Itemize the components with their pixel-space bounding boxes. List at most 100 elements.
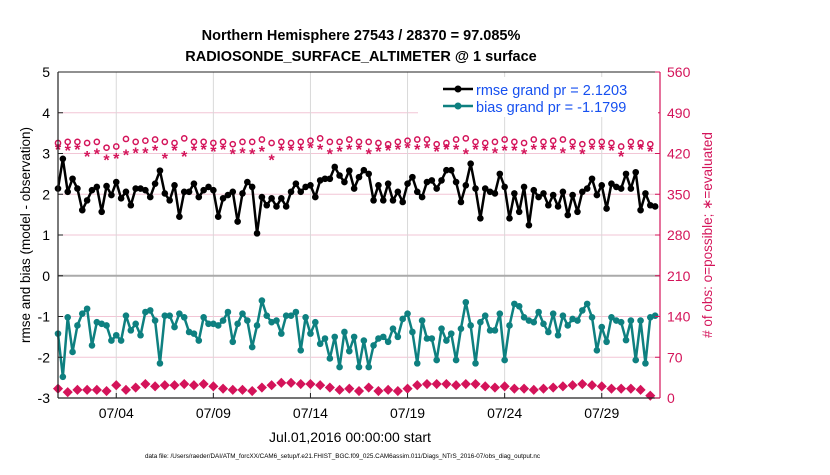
rmse-point <box>336 172 343 179</box>
evaluated-count-marker: * <box>628 142 635 159</box>
rmse-point <box>481 185 489 192</box>
rmse-point <box>307 181 314 189</box>
rmse-point <box>219 195 227 202</box>
bias-point <box>336 363 343 371</box>
bias-point <box>486 327 494 334</box>
possible-count-marker <box>210 139 217 147</box>
lower-count-marker <box>431 378 442 390</box>
bias-point <box>122 312 130 319</box>
evaluated-count-marker: * <box>230 147 237 164</box>
rmse-point <box>642 190 649 197</box>
lower-count-marker <box>470 378 481 390</box>
rmse-point <box>384 180 392 187</box>
rmse-point <box>579 188 586 196</box>
lower-count-marker <box>373 385 384 397</box>
lower-count-marker <box>402 383 413 394</box>
possible-count-marker <box>258 136 266 143</box>
lower-count-marker <box>72 384 83 395</box>
lower-count-marker <box>208 381 219 392</box>
rmse-point <box>74 185 81 192</box>
rmse-point <box>88 186 96 194</box>
possible-count-marker <box>375 139 382 147</box>
bias-point <box>438 325 445 333</box>
lower-count-marker <box>227 384 238 395</box>
bias-point <box>341 328 348 336</box>
evaluated-count-marker: * <box>298 143 305 160</box>
lower-count-marker <box>557 381 568 392</box>
bias-point <box>321 335 329 342</box>
bias-point <box>316 340 324 348</box>
y2-tick-label: 140 <box>667 309 691 325</box>
evaluated-count-marker: * <box>336 144 343 161</box>
possible-count-marker <box>365 138 373 146</box>
rmse-point <box>428 177 436 184</box>
bias-point <box>229 338 237 346</box>
possible-count-marker <box>103 144 110 152</box>
possible-count-marker <box>501 136 508 143</box>
lower-count-marker <box>421 378 433 390</box>
rmse-point <box>637 206 644 214</box>
possible-count-marker <box>617 143 625 150</box>
bias-point <box>190 330 198 337</box>
bias-point <box>365 363 373 371</box>
grid <box>58 72 660 398</box>
bias-point <box>651 312 659 319</box>
evaluated-count-marker: * <box>171 143 178 160</box>
evaluated-count-marker: * <box>589 142 596 159</box>
rmse-point <box>511 190 518 197</box>
rmse-point <box>161 190 169 197</box>
rmse-point <box>278 195 285 202</box>
rmse-point <box>443 166 450 174</box>
bias-point <box>642 360 649 367</box>
possible-count-marker <box>132 138 140 146</box>
bias-point <box>195 337 203 344</box>
y2-tick-label: 420 <box>667 146 691 162</box>
rmse-point <box>379 197 387 204</box>
bias-point <box>273 317 280 324</box>
evaluated-count-marker: * <box>317 142 324 159</box>
y2-tick-label: 70 <box>667 349 683 365</box>
lower-count-marker <box>130 382 141 393</box>
bias-point <box>443 337 450 344</box>
evaluated-count-marker: * <box>210 144 217 161</box>
rmse-point <box>127 201 135 209</box>
y-tick-label: -1 <box>38 309 51 325</box>
possible-count-marker <box>219 138 227 146</box>
evaluated-count-marker: * <box>395 142 402 159</box>
evaluated-count-marker: * <box>94 147 101 164</box>
bias-point <box>307 330 314 337</box>
bias-point <box>413 360 421 367</box>
bias-point <box>214 322 222 329</box>
lower-count-marker <box>256 382 267 393</box>
possible-count-marker <box>384 140 392 148</box>
x-tick-label: 07/24 <box>487 405 522 421</box>
bias-point <box>287 312 295 319</box>
rmse-point <box>496 170 504 178</box>
evaluated-count-marker: * <box>366 147 373 164</box>
rmse-point <box>467 160 474 167</box>
evaluated-count-marker: * <box>434 144 441 161</box>
lower-count-marker <box>548 382 559 393</box>
y-tick-label: -3 <box>38 390 51 406</box>
lower-count-marker <box>412 380 423 391</box>
y2-tick-label: 0 <box>667 390 675 406</box>
lower-count-marker <box>567 380 578 391</box>
rmse-point <box>98 208 105 216</box>
possible-count-marker <box>559 136 567 143</box>
possible-count-marker <box>608 139 615 147</box>
evaluated-count-marker: * <box>531 142 538 159</box>
rmse-point <box>345 167 353 174</box>
bias-point <box>603 338 610 346</box>
bias-point <box>511 300 518 308</box>
evaluated-count-marker: * <box>346 142 353 159</box>
possible-count-marker <box>637 139 644 147</box>
y2-tick-label: 560 <box>667 64 691 80</box>
evaluated-count-marker: * <box>443 142 450 159</box>
bias-point <box>253 322 261 329</box>
possible-count-marker <box>122 135 130 143</box>
rmse-point <box>321 175 329 183</box>
bias-point <box>452 356 460 364</box>
bias-point <box>384 338 392 346</box>
rmse-point <box>282 203 290 210</box>
bias-point <box>399 315 406 323</box>
